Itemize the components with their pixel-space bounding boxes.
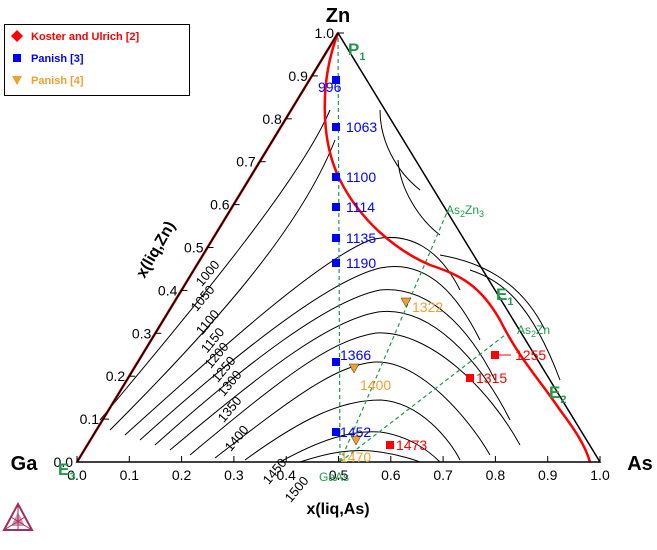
tie-lines [337, 32, 506, 463]
x-tick-label: 0.5 [329, 467, 349, 483]
data-point-label: 1473 [396, 437, 427, 453]
invariant-point-label: E1 [496, 285, 513, 308]
isotherm-curve [469, 269, 561, 381]
y-tick-label: 0.0 [54, 454, 74, 470]
x-tick-label: 0.9 [538, 467, 558, 483]
legend: Koster and Ulrich [2] Panish [3] Panish … [4, 24, 190, 96]
invariant-point-label: P1 [348, 40, 365, 63]
x-tick-label: 1.0 [590, 467, 610, 483]
y-tick-label: 0.5 [184, 240, 204, 256]
x-tick-label: 0.7 [433, 467, 453, 483]
isotherm-curve [169, 310, 511, 451]
invariant-point-label: E3 [58, 460, 75, 483]
data-point-label: 1400 [360, 377, 391, 393]
data-point [332, 123, 340, 131]
y-tick-label: 0.4 [158, 282, 178, 298]
y-tick-label: 0.7 [236, 154, 256, 170]
data-point-label: 996 [318, 79, 342, 95]
y-tick-label: 0.6 [210, 197, 230, 213]
data-point [386, 441, 394, 449]
legend-item-koster: Koster and Ulrich [2] [11, 29, 139, 45]
data-point-label: 1452 [340, 424, 371, 440]
isotherm-curve [139, 266, 481, 441]
square-icon [11, 52, 25, 67]
compound-label: As2Zn [517, 323, 550, 339]
axis-ticks: 0.0 0.1 0.2 0.3 0.4 0.5 0.6 0.7 0.8 0.9 1.0 0.0 0.1 0… [54, 25, 610, 483]
x-tick-label: 0.6 [381, 467, 401, 483]
data-markers [332, 76, 511, 449]
isotherm-curve [109, 139, 336, 431]
data-point [332, 234, 340, 242]
data-point-label: 1470 [340, 449, 371, 465]
compound-label: As2Zn3 [446, 203, 484, 219]
isotherm-curve [439, 254, 546, 331]
data-point [400, 297, 412, 308]
x-tick-label: 0.8 [486, 467, 506, 483]
invariant-point-label: E2 [549, 383, 566, 406]
isotherm-label: 1400 [222, 422, 252, 454]
x-tick-label: 0.3 [224, 467, 244, 483]
x-tick-label: 0.0 [67, 467, 87, 483]
thermo-calc-logo [2, 501, 34, 531]
vertex-label-left: Ga [11, 453, 39, 475]
vertex-label-right: As [627, 453, 653, 475]
data-point-label: 1135 [346, 230, 376, 246]
isotherm-label: 1350 [215, 393, 245, 425]
y-tick-label: 0.9 [288, 68, 308, 84]
y-tick-label: 1.0 [315, 25, 335, 41]
legend-item-panish3: Panish [3] [11, 51, 84, 67]
legend-label: Panish [3] [31, 53, 84, 65]
isotherm-curve [244, 399, 461, 461]
data-point-label: 1366 [340, 347, 371, 363]
vertex-label-top: Zn [326, 5, 350, 27]
x-tick-label: 0.1 [120, 467, 140, 483]
liquidus-boundary [323, 32, 592, 463]
isotherm-lines [99, 109, 561, 463]
compound-label: GaAs [319, 470, 349, 484]
data-point-label: 1100 [346, 169, 376, 185]
data-point-label: 1114 [346, 199, 375, 215]
diamond-icon [11, 29, 25, 45]
tie-line [339, 209, 449, 463]
y-tick-label: 0.1 [80, 411, 100, 427]
isotherm-curve [379, 109, 421, 191]
data-point-label: 1190 [346, 255, 376, 271]
isotherm-curve [154, 289, 496, 446]
isotherm-curve [124, 236, 461, 436]
data-point-label: 1315 [476, 370, 507, 386]
legend-label: Panish [4] [31, 75, 84, 87]
legend-item-panish4: Panish [4] [11, 73, 84, 89]
isotherm-curve [397, 159, 441, 236]
chart-labels: 1000105011001150120012501300135014001450… [58, 40, 566, 505]
y-tick-label: 0.2 [106, 368, 126, 384]
data-point [348, 363, 360, 374]
data-point [332, 173, 340, 181]
data-point [332, 203, 340, 211]
y-tick-label: 0.3 [132, 325, 152, 341]
y-axis-label: x(liq,Zn) [133, 219, 179, 281]
data-point-label: 1322 [412, 299, 443, 315]
data-point-label: 1255 [515, 347, 546, 363]
isotherm-curve [214, 361, 491, 459]
isotherm-curve [299, 450, 421, 463]
isotherm-curve [99, 109, 331, 421]
legend-label: Koster and Ulrich [2] [31, 31, 140, 43]
triangle-down-icon [11, 74, 25, 89]
data-point [466, 374, 474, 382]
x-axis-label: x(liq,As) [306, 501, 369, 518]
data-point-label: 1063 [346, 119, 377, 135]
y-tick-label: 0.8 [262, 111, 282, 127]
data-point [332, 358, 340, 366]
data-point [332, 428, 340, 436]
data-point [332, 259, 340, 267]
x-tick-label: 0.2 [172, 467, 192, 483]
data-point [350, 435, 362, 446]
data-point [332, 76, 340, 84]
isotherm-curve [189, 332, 521, 456]
x-tick-label: 0.4 [276, 467, 296, 483]
tie-line [337, 32, 341, 463]
